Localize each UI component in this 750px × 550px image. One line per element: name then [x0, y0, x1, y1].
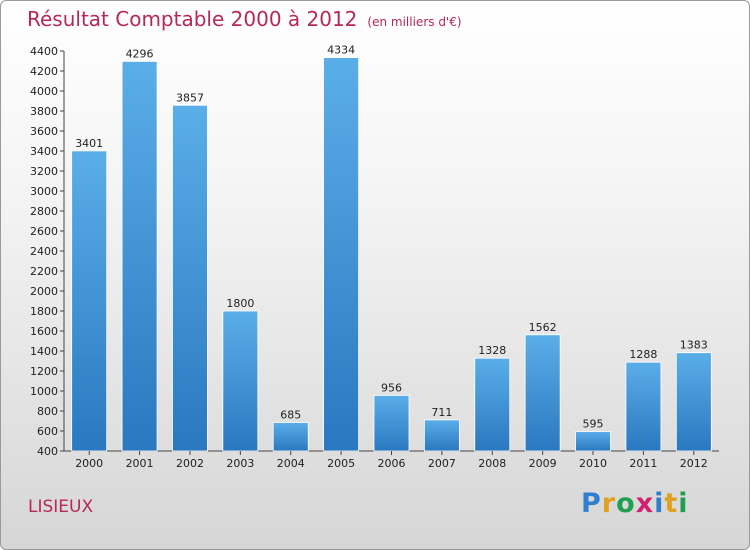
y-tick-label: 1400: [30, 345, 58, 358]
x-tick-label: 2007: [428, 457, 456, 470]
bar: [474, 357, 511, 452]
bar-value-label: 956: [381, 381, 402, 394]
y-tick-label: 1600: [30, 325, 58, 338]
bar-value-label: 4296: [126, 47, 154, 60]
bar: [272, 422, 309, 452]
bar-value-label: 1288: [629, 348, 657, 361]
city-label: LISIEUX: [28, 497, 94, 517]
bar-value-label: 685: [280, 409, 301, 422]
x-tick-label: 2000: [75, 457, 103, 470]
y-tick-label: 4000: [30, 85, 58, 98]
chart-title: Résultat Comptable 2000 à 2012: [27, 7, 358, 31]
y-tick-label: 400: [37, 445, 58, 458]
x-tick-label: 2008: [478, 457, 506, 470]
bar: [675, 352, 712, 452]
y-tick-label: 4400: [30, 45, 58, 58]
bar-value-label: 1800: [226, 297, 254, 310]
y-tick-label: 2200: [30, 265, 58, 278]
y-tick-label: 2000: [30, 285, 58, 298]
logo-letter: x: [635, 488, 655, 519]
bar: [71, 150, 108, 452]
bar-value-label: 4334: [327, 44, 355, 57]
bar: [524, 334, 561, 452]
logo-letter: o: [616, 488, 636, 519]
y-tick-label: 1800: [30, 305, 58, 318]
y-tick-label: 1000: [30, 385, 58, 398]
y-tick-label: 3600: [30, 125, 58, 138]
bar: [373, 394, 410, 452]
bar-value-label: 711: [431, 406, 452, 419]
bar-value-label: 3401: [75, 137, 103, 150]
bar: [575, 431, 611, 452]
chart-title-block: Résultat Comptable 2000 à 2012 (en millie…: [27, 7, 462, 31]
bar: [625, 361, 662, 452]
y-tick-label: 4200: [30, 65, 58, 78]
x-tick-label: 2010: [579, 457, 607, 470]
y-tick-label: 3800: [30, 105, 58, 118]
x-tick-label: 2006: [378, 457, 406, 470]
x-tick-label: 2002: [176, 457, 204, 470]
bar-value-label: 1562: [529, 321, 557, 334]
logo-letter: t: [664, 488, 679, 519]
x-tick-label: 2005: [327, 457, 355, 470]
y-tick-label: 2400: [30, 245, 58, 258]
bar-value-label: 1383: [680, 339, 708, 352]
x-tick-label: 2012: [680, 457, 708, 470]
y-tick-label: 3000: [30, 185, 58, 198]
x-tick-label: 2004: [277, 457, 305, 470]
y-tick-label: 800: [37, 405, 58, 418]
bar: [121, 61, 158, 452]
bar: [172, 104, 208, 452]
y-tick-label: 1200: [30, 365, 58, 378]
x-tick-label: 2003: [226, 457, 254, 470]
y-tick-label: 3200: [30, 165, 58, 178]
x-tick-label: 2011: [629, 457, 657, 470]
bar: [222, 310, 259, 452]
x-tick-label: 2009: [529, 457, 557, 470]
y-tick-label: 3400: [30, 145, 58, 158]
bar-value-label: 1328: [478, 344, 506, 357]
x-tick-label: 2001: [126, 457, 154, 470]
bar: [423, 419, 460, 452]
y-tick-label: 600: [37, 425, 58, 438]
logo-letter: r: [601, 488, 617, 519]
bar-value-label: 595: [583, 418, 604, 431]
logo-letter: i: [678, 488, 689, 519]
chart-subtitle: (en milliers d'€): [367, 15, 462, 29]
proxiti-logo: Proxiti: [581, 488, 689, 519]
logo-letter: P: [581, 488, 602, 519]
bar: [323, 57, 360, 452]
bar-value-label: 3857: [176, 91, 204, 104]
y-tick-label: 2600: [30, 225, 58, 238]
y-tick-label: 2800: [30, 205, 58, 218]
logo-letter: i: [654, 488, 665, 519]
